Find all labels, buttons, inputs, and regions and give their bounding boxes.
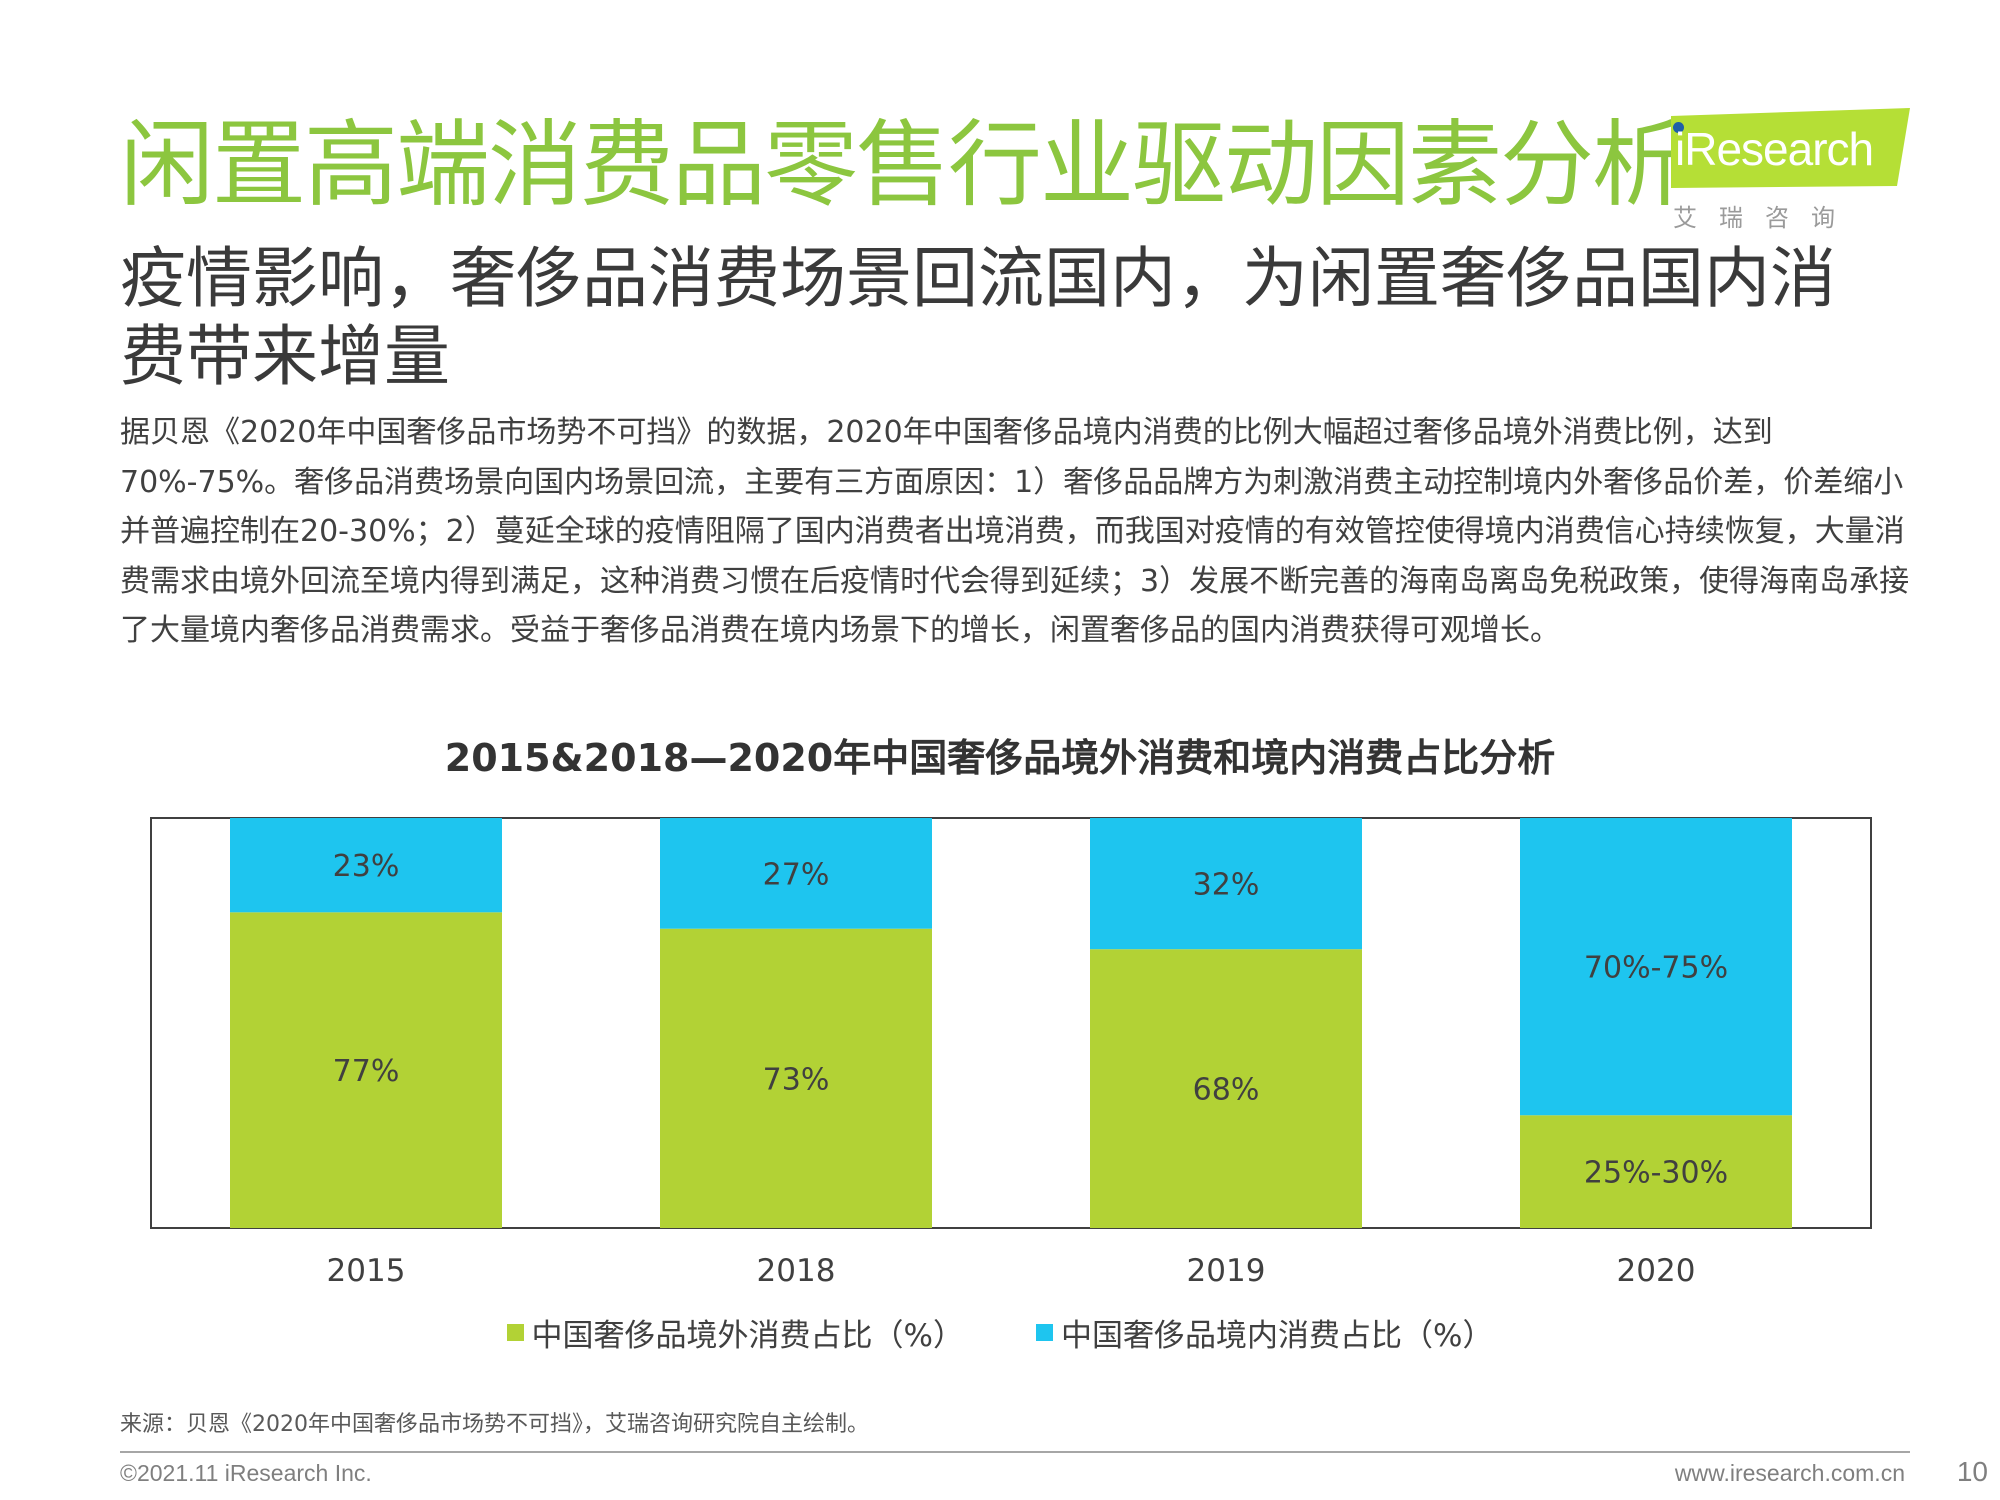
page-subtitle: 疫情影响，奢侈品消费场景回流国内，为闲置奢侈品国内消费带来增量 (120, 240, 1836, 395)
data-label-2015-series-1: 23% (333, 849, 400, 884)
body-paragraph: 据贝恩《2020年中国奢侈品市场势不可挡》的数据，2020年中国奢侈品境内消费的… (120, 415, 1910, 648)
data-label-2020-series-0: 25%-30% (1584, 1156, 1728, 1191)
data-label-2019-series-1: 32% (1193, 868, 1260, 903)
bar-2018-series-0 (660, 928, 932, 1228)
x-tick-label-2020: 2020 (1617, 1253, 1696, 1289)
bar-2019-series-0 (1090, 949, 1362, 1228)
legend-swatch-overseas (506, 1324, 524, 1341)
page-number: 10 (1956, 1456, 1988, 1487)
legend-item-overseas: 中国奢侈品境外消费占比（%） (506, 1310, 964, 1355)
legend-label-domestic: 中国奢侈品境内消费占比（%） (1061, 1318, 1494, 1354)
bar-2020-series-1 (1520, 818, 1792, 1116)
chart-title: 2015&2018—2020年中国奢侈品境外消费和境内消费占比分析 (444, 736, 1556, 780)
x-tick-label-2019: 2019 (1187, 1253, 1266, 1289)
legend-swatch-domestic (1036, 1324, 1053, 1341)
chart-legend: 中国奢侈品境外消费占比（%） 中国奢侈品境内消费占比（%） (0, 1310, 2000, 1355)
copyright-text: ©2021.11 iResearch Inc. (120, 1460, 372, 1486)
page-title: 闲置高端消费品零售行业驱动因素分析 (120, 111, 1686, 220)
plot-area-frame (150, 817, 1872, 1229)
logo-background-shape (1671, 108, 1910, 188)
data-label-2020-series-1: 70%-75% (1584, 951, 1728, 986)
logo-dot-icon (1673, 122, 1684, 133)
bar-2015-series-1 (230, 818, 502, 913)
logo-chinese-text: 艾瑞咨询 (1673, 204, 1857, 232)
bar-2015-series-0 (230, 912, 502, 1228)
data-label-2019-series-0: 68% (1193, 1073, 1260, 1108)
logo-text: iResearch (1675, 123, 1874, 175)
data-label-2018-series-1: 27% (763, 857, 830, 892)
data-label-2018-series-0: 73% (763, 1062, 830, 1097)
source-note: 来源：贝恩《2020年中国奢侈品市场势不可挡》，艾瑞咨询研究院自主绘制。 (120, 1412, 869, 1437)
legend-item-domestic: 中国奢侈品境内消费占比（%） (1036, 1310, 1493, 1355)
legend-label-overseas: 中国奢侈品境外消费占比（%） (531, 1318, 964, 1354)
iresearch-logo: iResearch 艾瑞咨询 (1665, 108, 1910, 232)
website-link[interactable]: www.iresearch.com.cn (1674, 1460, 1905, 1486)
bar-2019-series-1 (1090, 818, 1362, 950)
bar-2018-series-1 (660, 818, 932, 929)
x-tick-label-2015: 2015 (327, 1253, 406, 1289)
x-tick-label-2018: 2018 (757, 1253, 836, 1289)
footer-divider (120, 1451, 1910, 1453)
data-label-2015-series-0: 77% (333, 1054, 400, 1089)
bar-2020-series-0 (1520, 1115, 1792, 1228)
